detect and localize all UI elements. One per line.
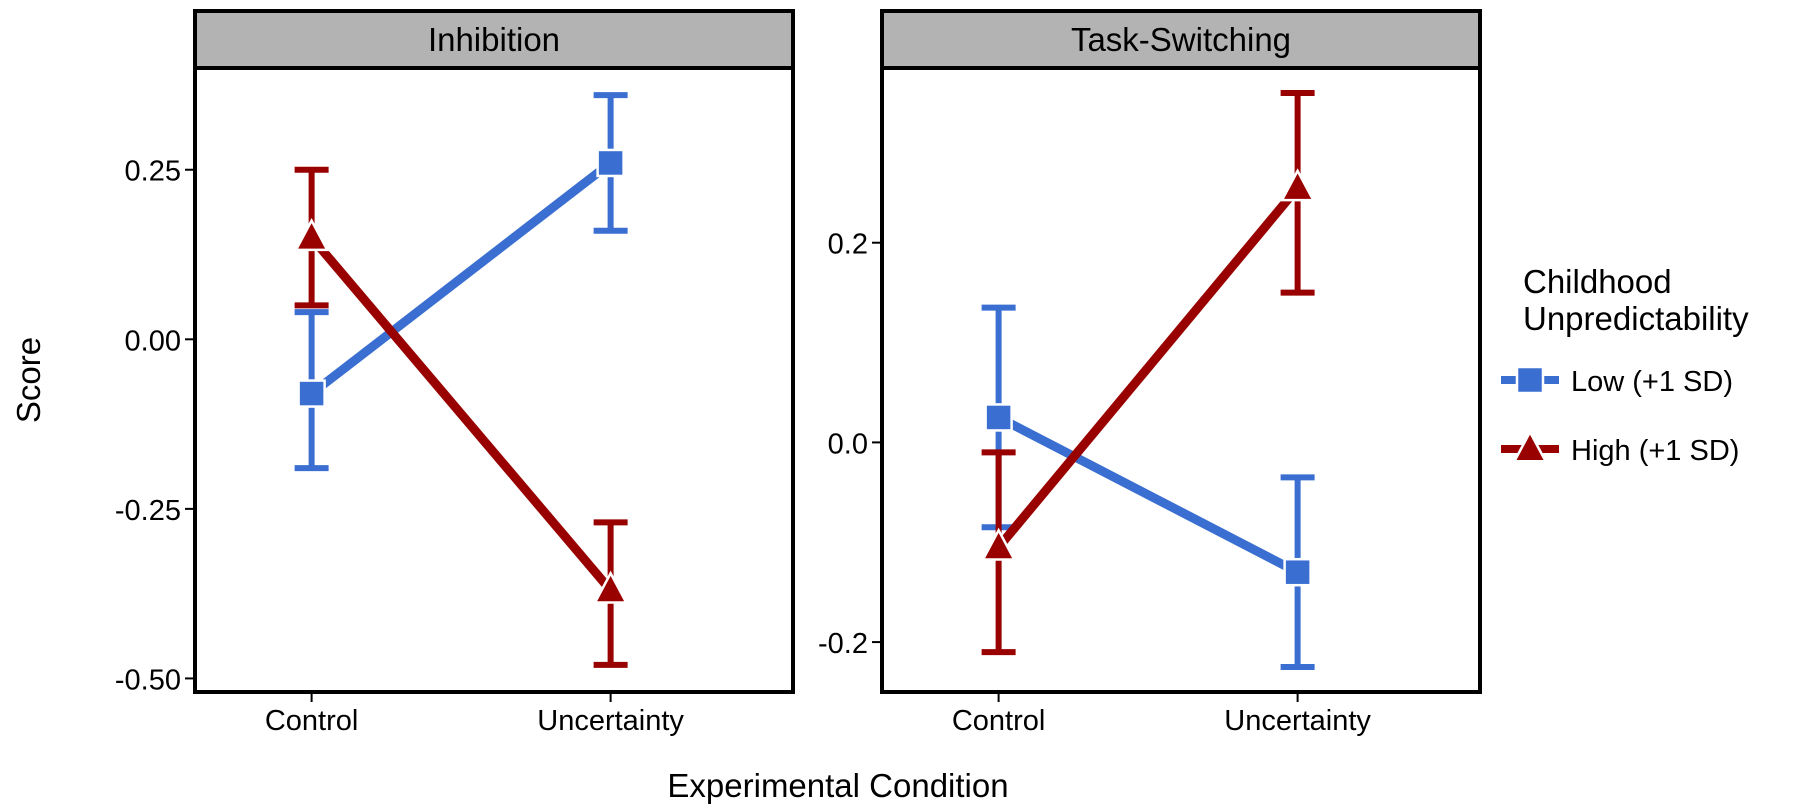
- legend-label: Low (+1 SD): [1571, 366, 1733, 398]
- legend-keys: Low (+1 SD) High (+1 SD): [1501, 365, 1739, 467]
- series-line-low: [996, 413, 1300, 577]
- point-low: [1283, 557, 1312, 587]
- series-line-high: [308, 234, 615, 594]
- x-tick-label: Control: [265, 705, 359, 737]
- legend: Childhood Unpredictability Low (+1 SD) Hi…: [1501, 263, 1749, 467]
- panel-task-switching: Task-Switching 0.2 0.0 -0.2 Control Uncerta…: [818, 9, 1482, 737]
- point-high: [293, 217, 330, 252]
- x-axis: Control Uncertainty: [265, 692, 684, 737]
- plot-area: [193, 66, 795, 694]
- legend-item-low: Low (+1 SD): [1501, 365, 1733, 398]
- y-tick-label: -0.25: [115, 495, 181, 527]
- y-tick-label: 0.2: [828, 229, 868, 261]
- y-axis: 0.2 0.0 -0.2: [818, 229, 882, 660]
- legend-label: High (+1 SD): [1571, 435, 1739, 467]
- x-tick-label: Uncertainty: [1224, 705, 1371, 737]
- point-high: [980, 527, 1017, 561]
- y-tick-label: -0.50: [115, 664, 181, 696]
- point-high: [1279, 168, 1316, 202]
- panel-title-strip: [193, 9, 795, 70]
- y-tick-label: 0.00: [125, 325, 181, 357]
- point-low: [984, 403, 1013, 432]
- plot-data: [293, 92, 629, 668]
- panel-title: Task-Switching: [1071, 21, 1291, 58]
- x-tick-label: Control: [952, 705, 1046, 737]
- series-line-high: [995, 184, 1302, 551]
- legend-title-line-1: Childhood: [1523, 263, 1672, 300]
- x-tick-label: Uncertainty: [537, 705, 684, 737]
- plot-area: [880, 66, 1482, 694]
- y-tick-label: 0.25: [125, 156, 181, 188]
- point-low: [596, 148, 625, 178]
- legend-title-line-2: Unpredictability: [1523, 300, 1749, 337]
- legend-key-marker: [1512, 429, 1548, 463]
- panel-inhibition: Inhibition 0.25 0.00 -0.25 -0.50 Control Unc…: [115, 9, 795, 737]
- y-axis: 0.25 0.00 -0.25 -0.50: [115, 156, 195, 696]
- point-low: [297, 379, 326, 408]
- y-tick-label: -0.2: [818, 628, 868, 660]
- point-high: [592, 570, 629, 604]
- y-axis-title: Score: [10, 337, 47, 423]
- legend-item-high: High (+1 SD): [1501, 429, 1739, 467]
- panel-title-strip: [880, 9, 1482, 70]
- legend-key-marker: [1515, 365, 1545, 395]
- x-axis: Control Uncertainty: [952, 692, 1371, 737]
- panel-title: Inhibition: [428, 21, 560, 58]
- plot-data: [980, 89, 1316, 671]
- x-axis-title: Experimental Condition: [667, 767, 1008, 804]
- series-line-low: [308, 159, 614, 398]
- y-tick-label: 0.0: [828, 428, 868, 460]
